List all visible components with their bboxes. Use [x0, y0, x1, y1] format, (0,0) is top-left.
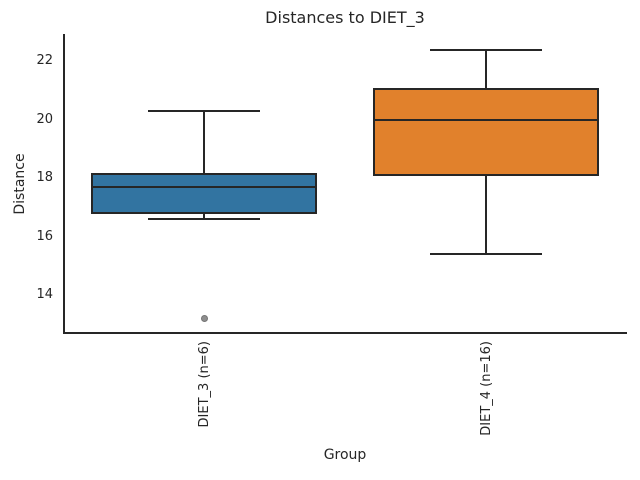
box-diet-3-n-6: [91, 172, 317, 214]
box-diet-4-n-16: [373, 87, 599, 176]
plot-area: [63, 34, 627, 334]
y-tick-label: 16: [36, 228, 53, 244]
whisker-cap-top-diet-4-n-16: [429, 48, 543, 51]
x-axis-label: Group: [323, 447, 367, 463]
whisker-cap-bottom-diet-3-n-6: [147, 218, 261, 221]
y-tick-label: 22: [36, 53, 53, 69]
x-tick-label-diet-3-n-6: DIET_3 (n=6): [196, 341, 212, 428]
whisker-line-diet-3-n-6: [203, 111, 205, 220]
whisker-cap-bottom-diet-4-n-16: [429, 253, 543, 256]
y-tick-label: 20: [36, 111, 53, 127]
median-line-diet-4-n-16: [373, 118, 599, 122]
y-tick-label: 18: [36, 170, 53, 186]
chart-title: Distances to DIET_3: [265, 8, 425, 27]
y-tick-label: 14: [36, 287, 53, 303]
x-tick-label-diet-4-n-16: DIET_4 (n=16): [478, 341, 494, 436]
outlier-point-diet-3-n-6: [200, 315, 208, 323]
whisker-cap-top-diet-3-n-6: [147, 110, 261, 113]
median-line-diet-3-n-6: [91, 185, 317, 189]
